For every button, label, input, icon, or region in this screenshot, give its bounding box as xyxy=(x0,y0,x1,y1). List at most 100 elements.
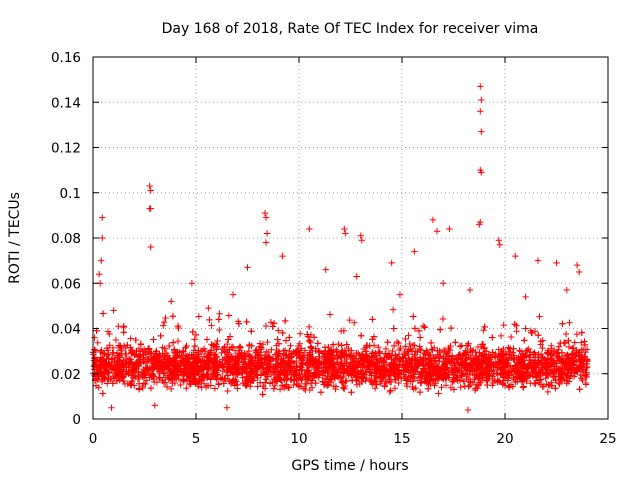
y-tick-label: 0.08 xyxy=(51,231,81,247)
data-point xyxy=(395,369,402,376)
x-tick-label: 0 xyxy=(89,431,98,447)
data-point xyxy=(225,312,233,319)
data-point xyxy=(186,375,193,382)
data-point xyxy=(296,340,304,347)
data-point xyxy=(297,354,304,362)
data-point xyxy=(161,345,168,352)
data-point xyxy=(423,370,430,377)
data-point xyxy=(535,351,542,358)
data-point xyxy=(548,382,555,389)
data-point xyxy=(434,347,441,354)
data-point xyxy=(555,346,562,353)
data-point xyxy=(259,391,266,398)
data-point xyxy=(91,357,98,364)
data-point xyxy=(577,371,584,379)
data-point xyxy=(373,367,380,375)
data-point xyxy=(203,336,211,343)
data-point xyxy=(406,356,413,363)
data-point xyxy=(460,378,468,385)
data-point xyxy=(261,352,269,359)
data-point xyxy=(273,346,280,354)
data-point xyxy=(309,360,316,367)
y-tick-label: 0.12 xyxy=(51,141,81,157)
data-point xyxy=(166,368,174,376)
data-point xyxy=(191,336,198,343)
data-point xyxy=(436,358,443,365)
data-point xyxy=(286,362,293,370)
data-point xyxy=(467,365,474,372)
data-point xyxy=(324,382,331,389)
data-point xyxy=(564,372,571,379)
data-point xyxy=(358,237,366,244)
data-point xyxy=(404,362,412,370)
data-point xyxy=(262,322,270,330)
data-point xyxy=(531,328,539,335)
data-point xyxy=(347,347,355,354)
data-point xyxy=(321,367,329,375)
data-point xyxy=(317,389,325,396)
data-point xyxy=(189,328,196,336)
data-point xyxy=(110,307,117,314)
data-point xyxy=(296,354,303,361)
data-point xyxy=(134,375,142,383)
data-point xyxy=(120,366,127,373)
data-point xyxy=(99,355,106,363)
data-point xyxy=(254,357,261,365)
data-point xyxy=(350,371,358,378)
data-point xyxy=(447,324,455,332)
data-point xyxy=(518,375,525,383)
data-point xyxy=(211,385,219,392)
data-point xyxy=(416,388,424,396)
data-point xyxy=(177,381,184,389)
data-point xyxy=(285,353,292,361)
data-point xyxy=(312,369,320,376)
data-point xyxy=(525,345,532,353)
data-point xyxy=(115,323,122,330)
data-point xyxy=(129,367,136,375)
y-axis-label: ROTI / TECUs xyxy=(7,192,23,284)
data-point xyxy=(353,273,360,280)
data-point xyxy=(343,355,350,363)
data-point xyxy=(91,334,98,341)
data-point xyxy=(93,371,100,378)
data-point xyxy=(312,356,319,363)
data-point xyxy=(229,291,237,298)
data-point xyxy=(155,368,163,375)
data-point xyxy=(351,365,359,373)
data-point xyxy=(471,368,478,375)
data-point xyxy=(338,342,345,349)
data-point xyxy=(348,389,355,396)
data-point xyxy=(293,363,300,370)
data-point xyxy=(478,96,485,104)
data-point xyxy=(341,362,348,370)
data-point xyxy=(582,381,590,388)
data-point xyxy=(388,259,395,267)
data-point xyxy=(519,384,527,391)
data-point xyxy=(139,347,146,355)
data-point xyxy=(222,375,229,383)
data-point xyxy=(304,359,312,366)
data-point xyxy=(212,373,219,381)
data-point xyxy=(292,348,299,356)
data-point xyxy=(462,351,470,359)
data-point xyxy=(390,325,397,332)
data-point xyxy=(215,364,223,371)
data-point xyxy=(478,128,485,135)
data-point xyxy=(278,382,286,389)
data-point xyxy=(217,375,224,382)
data-point xyxy=(284,369,292,377)
data-point xyxy=(254,365,261,372)
data-point xyxy=(524,364,532,371)
data-point xyxy=(171,373,178,381)
data-point xyxy=(258,355,265,362)
data-point xyxy=(248,359,255,366)
data-point xyxy=(302,380,309,388)
data-point xyxy=(282,383,289,390)
data-point xyxy=(454,372,461,380)
data-point xyxy=(552,376,560,384)
data-point xyxy=(468,360,476,367)
data-point xyxy=(163,383,171,391)
data-point xyxy=(248,342,255,350)
data-point xyxy=(99,214,106,221)
